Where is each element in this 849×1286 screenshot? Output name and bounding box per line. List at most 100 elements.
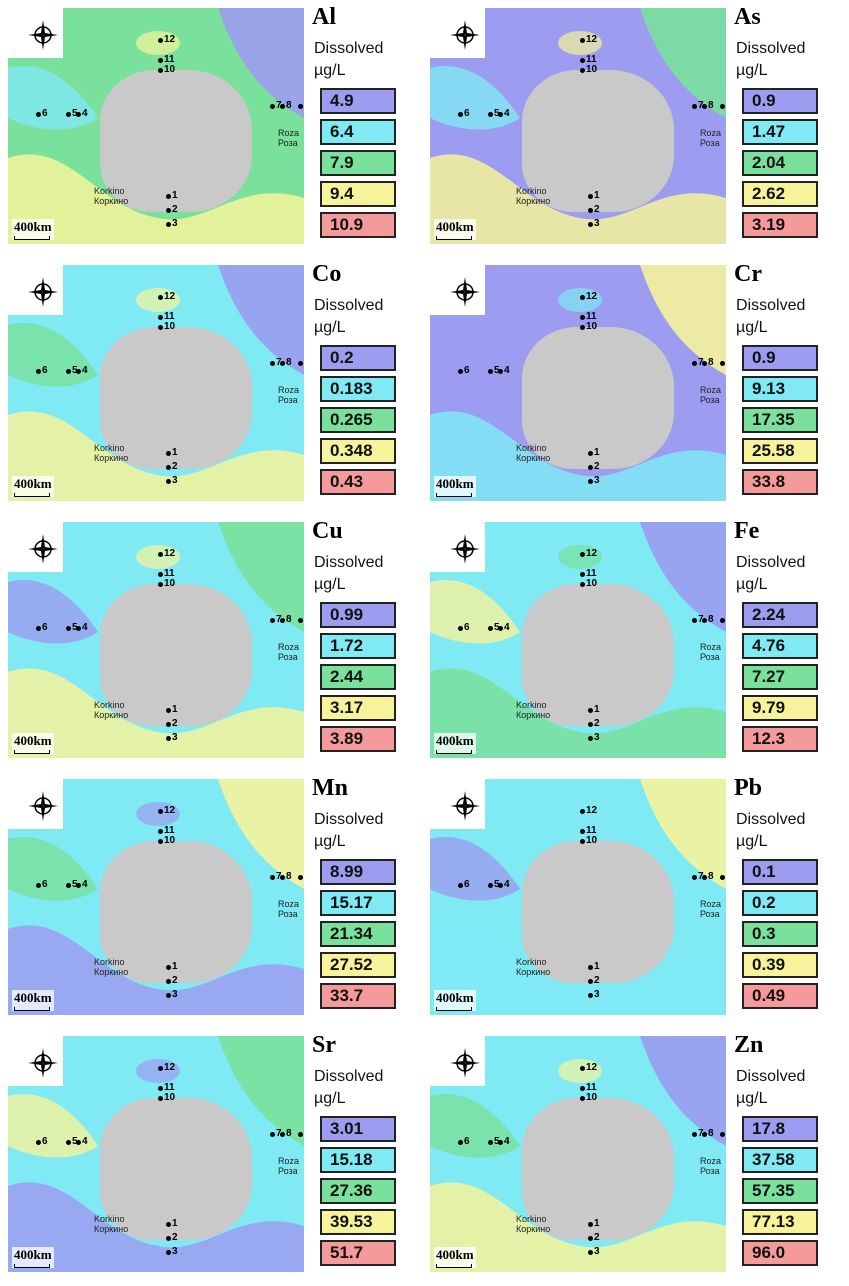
sampling-point: 2 [588,975,600,986]
legend-value: 8.99 [330,862,364,881]
legend-caption: Dissolved µg/L [314,38,383,82]
legend-value: 7.9 [330,153,354,172]
map-panel-co: 123456789101112KorkinoКоркиноRozaРоза400… [2,259,422,514]
sampling-point: 1 [588,961,600,972]
legend-item-red: 12.3 [742,726,818,752]
legend-item-cyan: 37.58 [742,1147,818,1173]
legend-item-yellow: 2.62 [742,181,818,207]
legend-value: 3.19 [752,215,786,234]
lake-area [100,841,252,983]
sampling-point: 6 [458,879,470,890]
dissolved-label: Dissolved [314,297,384,314]
sampling-point: 12 [157,291,176,302]
town-name-ru: Роза [278,652,298,662]
legend-item-green: 2.44 [320,664,396,690]
legend-item-cyan: 1.72 [320,633,396,659]
town-label-roza: Roza Роза [278,385,299,405]
sampling-point: 10 [157,64,176,75]
town-name-en: Roza [278,1156,300,1166]
sampling-point: 7 [270,100,282,111]
legend-value: 96.0 [752,1243,786,1262]
scale-line [14,236,50,240]
sampling-point: 5 [488,879,500,890]
scale-line [436,1007,472,1011]
compass-rose-icon [448,532,482,566]
sampling-point: 6 [458,365,470,376]
legend-caption: Dissolved µg/L [314,295,383,339]
town-name-en: Korkino [516,700,547,710]
town-name-ru: Роза [700,652,720,662]
legend-item-cyan: 15.17 [320,890,396,916]
town-name-en: Roza [278,642,300,652]
legend-item-red: 33.7 [320,983,396,1009]
legend-item-yellow: 0.39 [742,952,818,978]
legend-item-red: 33.8 [742,469,818,495]
sampling-point: 1 [166,1218,178,1229]
legend-item-yellow: 0.348 [320,438,396,464]
lake-area [522,584,674,726]
scale-line [14,493,50,497]
town-name-ru: Роза [700,1166,720,1176]
legend-item-yellow: 27.52 [320,952,396,978]
sampling-point: 10 [157,321,176,332]
town-name-ru: Роза [278,909,298,919]
sampling-point: 6 [458,108,470,119]
sampling-point: 2 [588,204,600,215]
legend-item-red: 51.7 [320,1240,396,1266]
legend-value: 2.44 [330,667,364,686]
scale-label: 400km [436,990,474,1005]
sampling-point: 8 [280,1128,292,1139]
legend-item-purple: 8.99 [320,859,396,885]
legend-value: 3.17 [330,698,364,717]
legend-value: 0.49 [752,986,786,1005]
sampling-point: 11 [158,311,175,322]
dissolved-label: Dissolved [314,811,384,828]
compass-rose-icon [26,789,60,823]
scale-line [436,236,472,240]
town-label-korkino: Korkino Коркино [516,700,550,720]
legend-item-cyan: 9.13 [742,376,818,402]
legend-value: 33.7 [330,986,364,1005]
sampling-point: 12 [157,1062,176,1073]
compass-rose-icon [26,532,60,566]
legend-item-green: 21.34 [320,921,396,947]
sampling-point: 8 [702,357,714,368]
town-name-en: Korkino [94,443,125,453]
sampling-point: 12 [579,1062,598,1073]
legend-caption: Dissolved µg/L [314,1066,383,1110]
compass-rose-icon [448,1046,482,1080]
scale-line [436,1264,472,1268]
contour-map: 123456789101112KorkinoКоркиноRozaРоза400… [430,265,726,501]
element-title: Sr [312,1032,336,1058]
contour-map: 123456789101112KorkinoКоркиноRozaРоза400… [8,1036,304,1272]
color-legend: 17.8 37.58 57.35 77.13 96.0 [742,1116,818,1271]
sampling-point: 2 [166,975,178,986]
legend-value: 17.35 [752,410,795,429]
sampling-point: 4 [498,622,510,633]
element-title: Cu [312,518,343,544]
sampling-point: 10 [157,578,176,589]
town-label-korkino: Korkino Коркино [94,957,128,977]
dissolved-label: Dissolved [736,297,806,314]
sampling-point: 3 [588,732,600,743]
scale-label: 400km [14,733,52,748]
unit-label: µg/L [314,1090,346,1107]
sampling-point: 7 [692,614,704,625]
sampling-point: 6 [36,1136,48,1147]
sampling-point: 10 [579,1092,598,1103]
color-legend: 0.2 0.183 0.265 0.348 0.43 [320,345,396,500]
legend-item-cyan: 6.4 [320,119,396,145]
unit-label: µg/L [314,62,346,79]
legend-value: 0.43 [330,472,364,491]
scale-line [14,1007,50,1011]
town-label-korkino: Korkino Коркино [516,1214,550,1234]
color-legend: 2.24 4.76 7.27 9.79 12.3 [742,602,818,757]
scale-bar: 400km [12,219,54,240]
town-name-en: Korkino [516,186,547,196]
legend-value: 0.2 [330,348,354,367]
legend-value: 3.01 [330,1119,364,1138]
town-name-en: Roza [700,385,722,395]
scale-bar: 400km [434,733,476,754]
sampling-point: 2 [166,718,178,729]
scale-bar: 400km [434,1247,476,1268]
